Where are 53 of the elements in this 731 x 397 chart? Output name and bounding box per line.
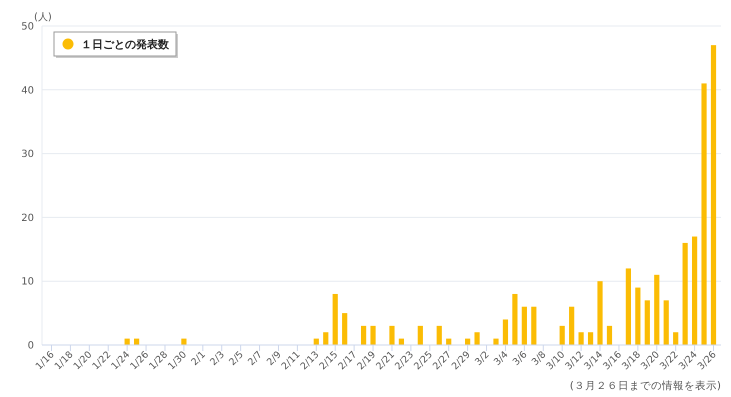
bar bbox=[522, 306, 527, 345]
text: (３月２６日までの情報を表示) bbox=[570, 379, 721, 392]
bar bbox=[531, 306, 536, 345]
bar bbox=[465, 338, 470, 345]
x-tick-label: 2/3 bbox=[208, 349, 227, 368]
bar bbox=[606, 326, 612, 345]
bar bbox=[398, 338, 404, 345]
bar bbox=[436, 326, 442, 345]
bar bbox=[360, 326, 366, 345]
bar bbox=[512, 294, 518, 345]
x-tick-label: 2/5 bbox=[227, 349, 246, 368]
x-tick-label: 2/7 bbox=[246, 349, 265, 368]
bar bbox=[502, 319, 508, 345]
bar bbox=[370, 326, 376, 345]
bar bbox=[692, 236, 698, 345]
bar bbox=[323, 332, 328, 345]
bar bbox=[626, 268, 631, 345]
bar bbox=[578, 332, 584, 345]
bar bbox=[588, 332, 594, 345]
x-tick-label: 3/2 bbox=[473, 349, 492, 368]
y-tick-label: 20 bbox=[21, 212, 34, 224]
bar bbox=[644, 300, 650, 345]
bar bbox=[474, 332, 480, 345]
x-tick-label: 3/6 bbox=[510, 349, 530, 368]
bar bbox=[560, 326, 565, 345]
y-tick-label: 40 bbox=[21, 85, 34, 96]
bar bbox=[124, 338, 130, 345]
y-tick-label: 10 bbox=[21, 276, 34, 288]
legend-label: １日ごとの発表数 bbox=[81, 38, 170, 51]
bar bbox=[389, 326, 395, 345]
bar bbox=[664, 300, 669, 345]
bar bbox=[314, 338, 319, 345]
bar bbox=[446, 338, 452, 345]
y-tick-label: 0 bbox=[28, 340, 34, 352]
x-tick-label: 2/1 bbox=[189, 349, 208, 368]
bar bbox=[332, 294, 338, 345]
y-tick-label: 30 bbox=[21, 149, 34, 160]
bar bbox=[710, 45, 716, 345]
y-tick-label: 50 bbox=[21, 22, 34, 32]
bar bbox=[181, 338, 186, 345]
bar bbox=[569, 306, 574, 345]
bar bbox=[493, 338, 499, 345]
bar bbox=[418, 326, 423, 345]
bar bbox=[342, 313, 348, 345]
bar bbox=[134, 338, 140, 345]
bar bbox=[597, 281, 603, 345]
bar bbox=[673, 332, 678, 345]
bar bbox=[701, 83, 707, 345]
x-tick-label: 3/4 bbox=[492, 349, 511, 368]
y-axis-title: (人) bbox=[34, 12, 52, 23]
bar bbox=[654, 274, 660, 345]
bar bbox=[635, 288, 640, 345]
bar bbox=[682, 242, 688, 345]
